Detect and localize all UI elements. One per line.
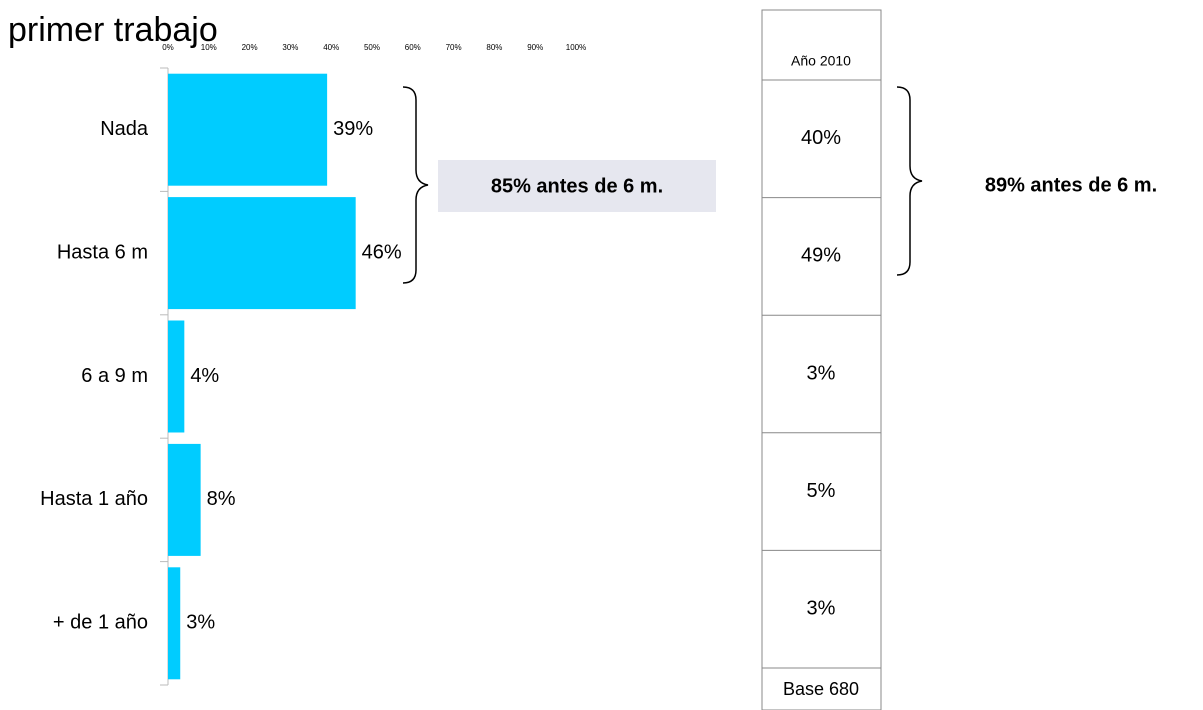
x-tick-label: 80%	[486, 43, 502, 52]
brace	[402, 86, 429, 284]
table-cell: 3%	[807, 597, 836, 619]
chart-title: primer trabajo	[8, 11, 218, 49]
data-label: 46%	[362, 241, 402, 263]
table: Año 2010 Base 680	[761, 9, 882, 710]
x-tick-label: 10%	[201, 43, 217, 52]
bar	[168, 320, 185, 433]
table-cell: 5%	[807, 480, 836, 502]
x-tick-label: 40%	[323, 43, 339, 52]
x-tick-label: 30%	[282, 43, 298, 52]
x-tick-label: 20%	[242, 43, 258, 52]
table-frame	[761, 9, 882, 710]
x-tick-label: 60%	[405, 43, 421, 52]
bar	[168, 73, 328, 186]
y-tick-label: Hasta 1 año	[40, 488, 148, 510]
annotation-box	[438, 160, 716, 212]
x-tick-label: 50%	[364, 43, 380, 52]
annotation: 89% antes de 6 m.	[985, 174, 1157, 196]
table-cell: 49%	[801, 245, 841, 267]
y-tick-label: Nada	[100, 118, 149, 140]
x-tick-label: 70%	[446, 43, 462, 52]
bar	[168, 197, 356, 310]
annotation: 85% antes de 6 m.	[491, 175, 663, 197]
brace	[896, 86, 923, 276]
x-tick-label: 90%	[527, 43, 543, 52]
data-label: 39%	[333, 118, 373, 140]
table-cell: 3%	[807, 362, 836, 384]
data-label: 4%	[190, 365, 219, 387]
y-tick-label: Hasta 6 m	[57, 241, 148, 263]
bar	[168, 443, 201, 556]
table-footer: Base 680	[783, 679, 859, 699]
annotation-box	[930, 160, 1203, 212]
table-header: Año 2010	[791, 53, 851, 69]
y-tick-label: + de 1 año	[53, 612, 148, 634]
data-label: 3%	[186, 612, 215, 634]
data-label: 8%	[207, 488, 236, 510]
x-tick-label: 100%	[566, 43, 586, 52]
bar	[168, 567, 181, 680]
x-tick-label: 0%	[162, 43, 174, 52]
y-tick-label: 6 a 9 m	[81, 365, 148, 387]
table-cell: 40%	[801, 127, 841, 149]
